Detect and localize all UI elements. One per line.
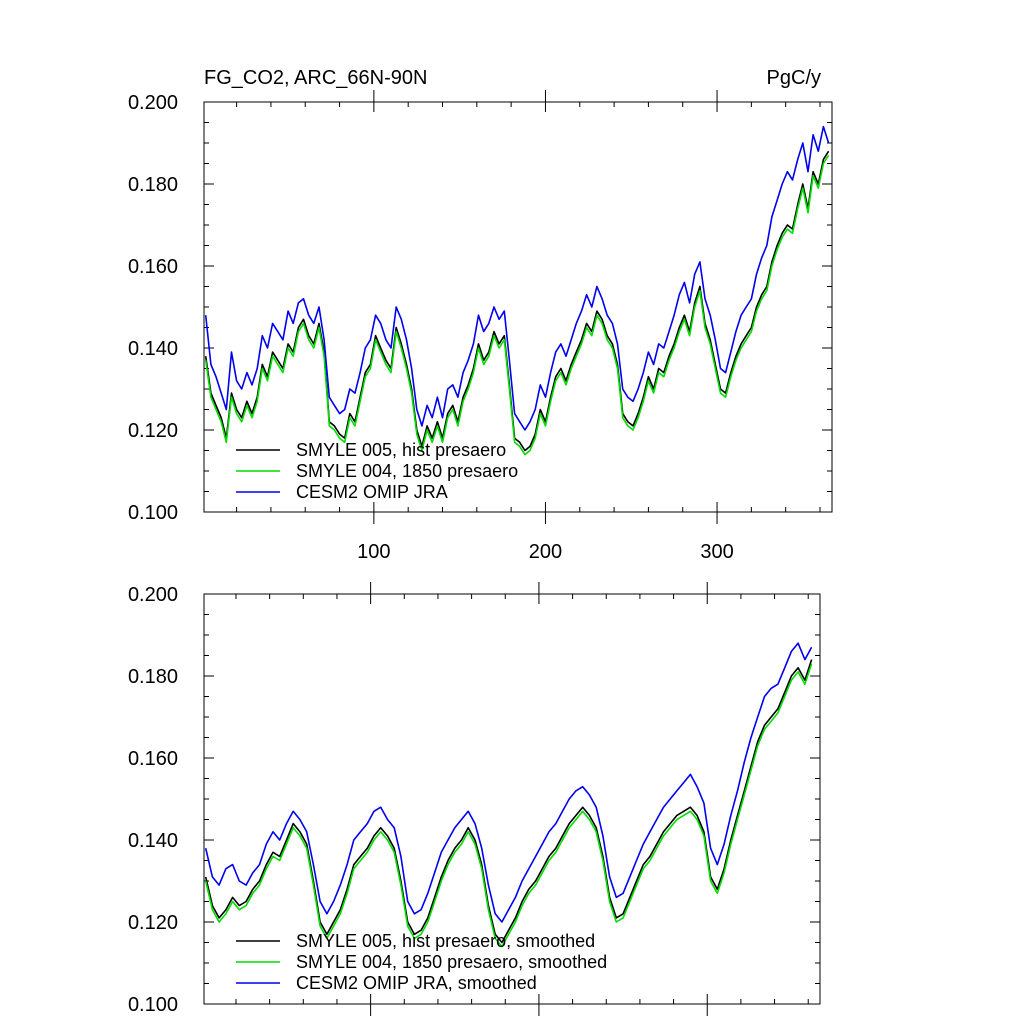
y-tick-label: 0.200 <box>128 92 178 114</box>
y-tick-label: 0.200 <box>128 584 178 606</box>
y-tick-label: 0.160 <box>128 256 178 278</box>
y-tick-label: 0.100 <box>128 994 178 1016</box>
x-tick-label: 100 <box>357 541 390 563</box>
top-panel: FG_CO2, ARC_66N-90N PgC/y 0.100 0.120 0.14… <box>128 67 833 563</box>
x-tick-label: 300 <box>700 541 733 563</box>
y-tick-label: 0.120 <box>128 420 178 442</box>
legend-label-1: SMYLE 005, hist presaero, smoothed <box>296 931 595 951</box>
series-lines <box>204 642 813 948</box>
legend: SMYLE 005, hist presaero, smoothedSMYLE … <box>236 931 607 993</box>
legend-label-1: SMYLE 005, hist presaero <box>296 440 506 460</box>
axes: 0.100 0.120 0.140 0.160 0.180 0.200 100 200 300 <box>128 90 833 563</box>
y-tick-label: 0.160 <box>128 748 178 770</box>
y-tick-label: 0.180 <box>128 174 178 196</box>
legend-label-2: SMYLE 004, 1850 presaero <box>296 461 518 481</box>
x-tick-label: 200 <box>529 541 562 563</box>
y-tick-label: 0.140 <box>128 830 178 852</box>
y-tick-label: 0.100 <box>128 502 178 524</box>
bottom-panel: 0.100 0.120 0.140 0.160 0.180 0.200 SMYLE 005… <box>128 582 821 1016</box>
y-tick-label: 0.120 <box>128 912 178 934</box>
series-line-3 <box>204 125 830 431</box>
units-label: PgC/y <box>767 67 821 89</box>
y-tick-label: 0.140 <box>128 338 178 360</box>
legend-label-3: CESM2 OMIP JRA, smoothed <box>296 973 537 993</box>
series-lines <box>204 125 830 456</box>
legend-label-3: CESM2 OMIP JRA <box>296 482 448 502</box>
y-tick-label: 0.180 <box>128 666 178 688</box>
series-line-3 <box>204 642 813 923</box>
series-line-1 <box>204 150 830 452</box>
legend-label-2: SMYLE 004, 1850 presaero, smoothed <box>296 952 607 972</box>
series-line-1 <box>204 659 813 944</box>
series-line-2 <box>204 154 830 456</box>
chart-title: FG_CO2, ARC_66N-90N <box>204 67 427 89</box>
axes: 0.100 0.120 0.140 0.160 0.180 0.200 <box>128 582 821 1016</box>
series-line-2 <box>204 663 813 948</box>
